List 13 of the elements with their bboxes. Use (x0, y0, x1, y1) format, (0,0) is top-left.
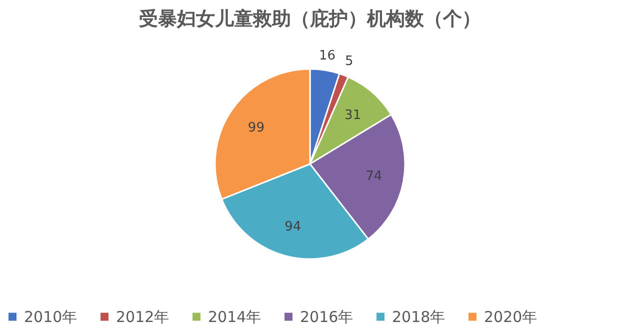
data-label: 99 (248, 120, 264, 136)
legend-label: 2016年 (300, 308, 354, 326)
legend-label: 2010年 (24, 308, 78, 326)
legend-label: 2014年 (208, 308, 262, 326)
data-label: 5 (345, 54, 354, 70)
chart-title: 受暴妇女儿童救助（庇护）机构数（个） (139, 8, 481, 30)
data-label: 16 (318, 48, 336, 64)
legend-label: 2020年 (484, 308, 538, 326)
legend-label: 2012年 (116, 308, 170, 326)
data-label: 74 (366, 168, 382, 184)
data-label: 31 (344, 108, 362, 124)
legend-label: 2018年 (392, 308, 446, 326)
data-label: 94 (284, 220, 302, 235)
